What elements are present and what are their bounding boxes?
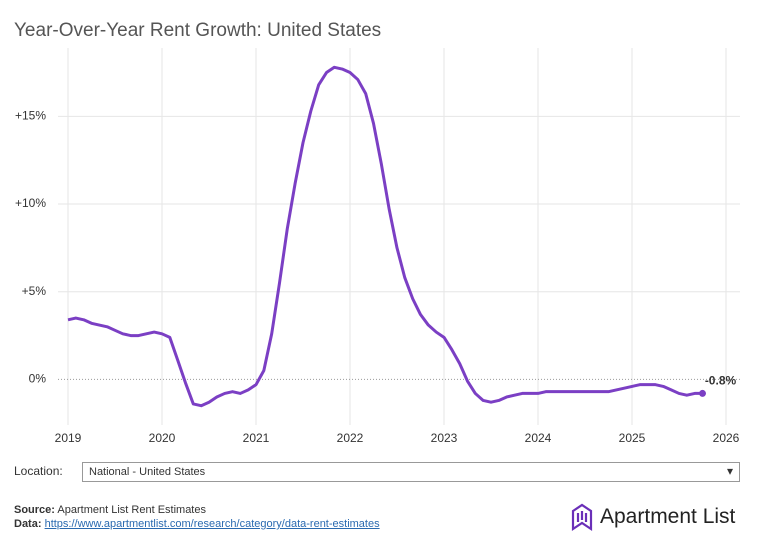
x-tick-label: 2024 — [525, 431, 552, 445]
data-label: Data: — [14, 518, 42, 530]
chart: 2019 2020 2021 2022 2023 2024 2025 2026 0% +5% +10… — [15, 48, 740, 445]
location-dropdown[interactable]: National - United States — [82, 462, 740, 482]
y-tick-label: +5% — [22, 284, 47, 298]
location-label: Location: — [14, 464, 63, 478]
end-point — [699, 389, 706, 397]
x-tick-label: 2023 — [431, 431, 458, 445]
y-tick-label: +10% — [15, 196, 46, 210]
y-tick-label: 0% — [29, 372, 47, 386]
x-tick-label: 2025 — [619, 431, 646, 445]
logo-icon — [571, 503, 593, 532]
data-label: -0.8% — [705, 374, 737, 388]
line — [67, 65, 703, 408]
source-text: Apartment List Rent Estimates — [57, 504, 206, 516]
logo-text: Apartment List — [600, 505, 736, 528]
x-tick-label: 2022 — [337, 431, 364, 445]
x-tick-label: 2026 — [713, 431, 740, 445]
y-tick-label: +15% — [15, 109, 46, 123]
logo: Apartment List — [570, 502, 735, 532]
x-tick-label: 2021 — [243, 431, 270, 445]
data-source: Data: https://www.apartmentlist.com/rese… — [14, 518, 380, 530]
chart-title: Year-Over-Year Rent Growth: United State… — [14, 20, 382, 41]
data-link[interactable]: https://www.apartmentlist.com/research/c… — [44, 518, 380, 530]
x-tick-label: 2020 — [149, 431, 176, 445]
source-label: Source: — [14, 504, 55, 516]
x-tick-label: 2019 — [55, 431, 82, 445]
source: Source: Apartment List Rent Estimates — [14, 504, 206, 516]
